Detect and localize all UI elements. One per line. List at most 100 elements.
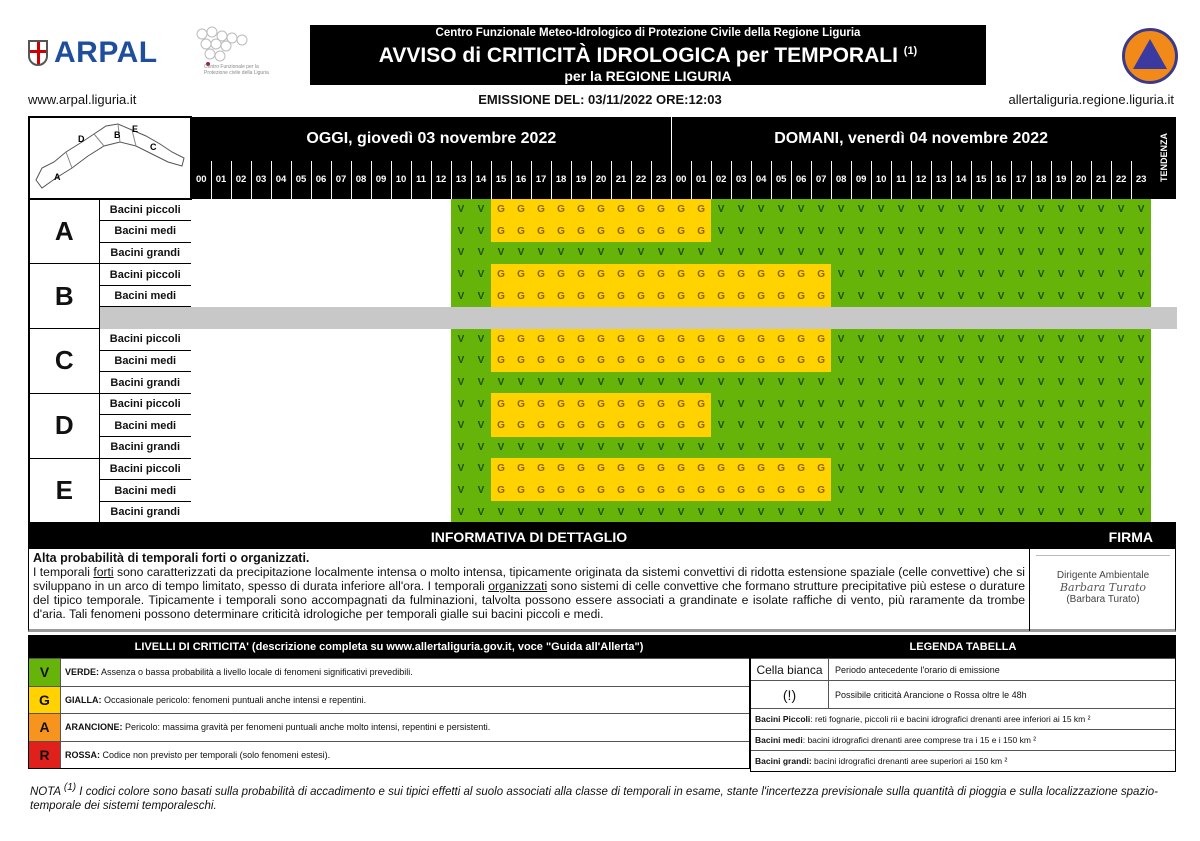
hour-cell: V (611, 436, 631, 459)
hour-header: 11 (890, 160, 912, 199)
hour-cell: V (891, 220, 912, 243)
hexagon-network-icon (196, 26, 248, 66)
hour-cell: G (591, 285, 611, 307)
hour-cell: V (951, 458, 972, 480)
hour-header: 14 (950, 160, 972, 199)
hour-cell: V (731, 501, 752, 523)
level-v: V VERDE: Assenza o bassa probabilità a li… (29, 658, 749, 686)
hour-cell (251, 350, 271, 372)
hour-cell: V (711, 199, 732, 221)
hour-header: 17 (530, 160, 551, 199)
hour-cell: V (451, 285, 471, 307)
hour-cell (431, 329, 451, 351)
hour-cell (431, 480, 451, 502)
hour-cell: G (671, 414, 692, 437)
hour-cell (411, 393, 431, 415)
hour-cell: V (1131, 220, 1152, 243)
hour-cell: V (531, 371, 551, 394)
hour-cell (371, 285, 391, 307)
hour-cell: V (471, 220, 491, 243)
level-text: Occasionale pericolo: fenomeni puntuali … (104, 694, 367, 705)
hour-cell: G (611, 263, 631, 286)
hour-cell: V (451, 328, 471, 351)
hour-cell: G (751, 263, 772, 286)
allerta-site-link[interactable]: allertaliguria.regione.liguria.it (1008, 92, 1174, 107)
hour-cell: G (531, 285, 551, 307)
hour-cell: V (911, 285, 932, 307)
hour-header: 20 (1070, 160, 1092, 199)
hour-cell: V (1011, 414, 1032, 437)
hour-cell: V (791, 242, 812, 264)
level-name: ROSSA: (65, 749, 101, 760)
basin-label: Bacini grandi (98, 242, 191, 265)
hour-cell: V (1071, 393, 1092, 415)
hour-cell: G (651, 220, 672, 243)
hour-cell (431, 501, 451, 523)
hour-cell: V (831, 285, 852, 307)
hour-cell: G (651, 285, 672, 307)
hour-cell: V (1091, 220, 1112, 243)
hour-cell (291, 199, 311, 221)
hour-cell: G (571, 393, 591, 415)
hour-cell (371, 221, 391, 243)
hour-cell: G (731, 350, 752, 372)
hour-cell: G (571, 263, 591, 286)
hour-cell: V (1071, 285, 1092, 307)
hour-cell: V (471, 501, 491, 523)
hour-cell (311, 350, 331, 372)
hour-cell: G (791, 458, 812, 480)
hour-cell (231, 458, 251, 480)
hour-cell: V (1031, 242, 1052, 264)
level-desc: VERDE: Assenza o bassa probabilità a liv… (61, 667, 413, 677)
basin-label: Bacini medi (98, 350, 191, 373)
hour-cell: V (711, 371, 732, 394)
hour-cell: V (451, 350, 471, 372)
arpal-site-link[interactable]: www.arpal.liguria.it (28, 92, 137, 107)
hour-cell: V (851, 393, 872, 415)
hour-cell: V (1071, 350, 1092, 372)
hour-cell: V (931, 242, 952, 264)
hour-cell: V (471, 263, 491, 286)
hour-cell (271, 285, 291, 307)
cfp-caption: Centro Funzionale per la Protezione civi… (204, 64, 269, 76)
hour-cell: V (451, 436, 471, 459)
hour-cell: V (731, 436, 752, 459)
hour-cell: V (871, 242, 892, 264)
hour-cell (391, 199, 411, 221)
hour-cell (191, 350, 211, 372)
hour-cell (271, 415, 291, 437)
hour-cell (291, 480, 311, 502)
hour-cell: V (491, 436, 511, 459)
hour-cell: G (731, 458, 752, 480)
hour-cell (431, 372, 451, 394)
tendency-cell (1151, 479, 1178, 502)
hour-cell (191, 393, 211, 415)
hour-cell: V (871, 436, 892, 459)
hour-cell: V (1031, 199, 1052, 221)
hour-cell (251, 199, 271, 221)
hour-cell: V (911, 501, 932, 523)
tomorrow-header: DOMANI, venerdì 04 novembre 2022 (671, 117, 1152, 161)
hour-cell: G (531, 220, 551, 243)
zone-label: D (28, 392, 100, 459)
hour-cell: V (571, 501, 591, 523)
hour-cell (311, 415, 331, 437)
hour-cell (411, 501, 431, 523)
hour-cell (231, 199, 251, 221)
hour-cell: G (611, 458, 631, 480)
liguria-shield-icon (28, 40, 48, 66)
hour-cell (351, 199, 371, 221)
hour-cell: G (511, 350, 531, 372)
hour-cell (411, 437, 431, 459)
zone-label: A (28, 198, 100, 265)
hour-cell: V (451, 371, 471, 394)
hour-header: 14 (470, 160, 491, 199)
hour-cell (431, 393, 451, 415)
hour-cell: G (491, 220, 511, 243)
hour-cell (391, 480, 411, 502)
hour-cell: V (911, 328, 932, 351)
hour-cell: V (471, 436, 491, 459)
hour-cell (411, 350, 431, 372)
hour-cell: V (1011, 479, 1032, 502)
hour-cell (351, 458, 371, 480)
